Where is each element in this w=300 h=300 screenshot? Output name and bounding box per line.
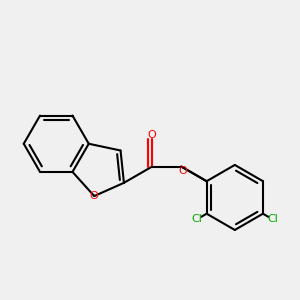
Text: Cl: Cl (267, 214, 278, 224)
Text: O: O (178, 166, 187, 176)
Text: O: O (90, 191, 99, 201)
Text: Cl: Cl (191, 214, 202, 224)
Text: O: O (148, 130, 157, 140)
